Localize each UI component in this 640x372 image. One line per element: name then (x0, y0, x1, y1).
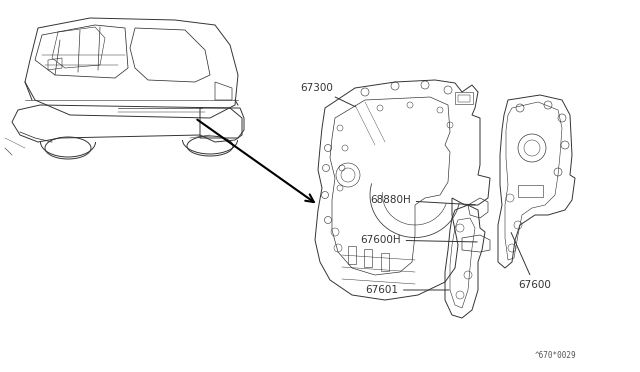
Bar (364, 249, 372, 267)
Text: 67600H: 67600H (360, 235, 477, 245)
Text: 67300: 67300 (300, 83, 355, 107)
Text: ^670*0029: ^670*0029 (535, 350, 577, 359)
Bar (518, 185, 543, 197)
Bar (455, 92, 473, 104)
Text: 68880H: 68880H (370, 195, 476, 205)
Text: 67601: 67601 (365, 285, 449, 295)
Text: 67600: 67600 (511, 232, 551, 290)
Bar (381, 253, 389, 271)
Bar (348, 246, 356, 264)
